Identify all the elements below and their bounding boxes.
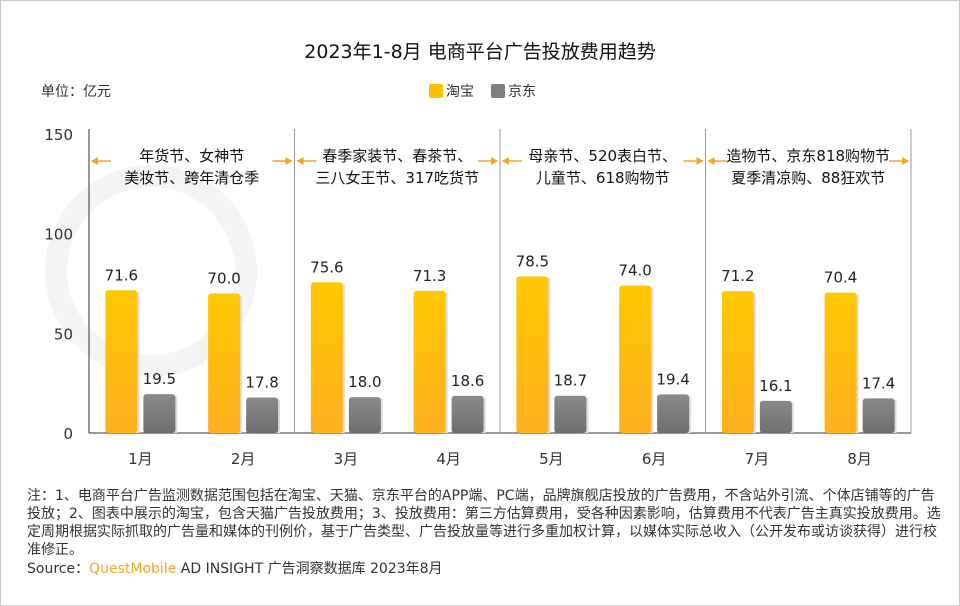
arrow-head: [707, 157, 715, 165]
data-label: 71.2: [721, 267, 754, 285]
x-tick-label: 6月: [642, 450, 667, 468]
bar-jd: [246, 397, 279, 433]
data-label: 19.4: [656, 370, 689, 388]
x-tick-label: 8月: [847, 450, 872, 468]
festival-annotation: 春季家装节、春茶节、: [322, 147, 472, 165]
data-label: 71.3: [413, 267, 446, 285]
data-label: 16.1: [759, 377, 792, 395]
bar-jd: [554, 395, 587, 433]
data-label: 17.4: [862, 374, 895, 392]
legend-swatch: [429, 84, 443, 98]
festival-annotation: 造物节、京东818购物节: [726, 147, 890, 165]
bar-taobao: [208, 293, 241, 433]
data-label: 18.0: [348, 373, 381, 391]
y-tick-label: 150: [44, 126, 73, 144]
watermark-logo: [45, 165, 257, 377]
bar-taobao: [413, 290, 446, 433]
arrow-head: [696, 157, 704, 165]
arrow-head: [91, 157, 98, 165]
footnote: 注：1、电商平台广告监测数据范围包括在淘宝、天猫、京东平台的APP端、PC端，品…: [27, 488, 941, 558]
footer: 注：1、电商平台广告监测数据范围包括在淘宝、天猫、京东平台的APP端、PC端，品…: [27, 487, 943, 578]
arrow-head: [296, 157, 304, 165]
source-line: Source：QuestMobile AD INSIGHT 广告洞察数据库 20…: [27, 560, 943, 578]
festival-annotation: 夏季清凉购、88狂欢节: [731, 169, 885, 187]
bar-jd: [348, 397, 381, 433]
bar-jd: [657, 394, 690, 433]
x-tick-label: 7月: [745, 450, 770, 468]
arrow-head: [502, 157, 509, 165]
data-label: 71.6: [105, 266, 138, 284]
bar-jd: [451, 395, 484, 433]
data-label: 17.8: [245, 374, 278, 392]
festival-annotation: 美妆节、跨年清仓季: [124, 169, 259, 187]
bar-taobao: [310, 282, 343, 433]
data-label: 18.7: [554, 372, 587, 390]
bar-jd: [143, 394, 176, 433]
data-label: 70.4: [824, 269, 857, 287]
bar-taobao: [824, 292, 857, 433]
y-tick-label: 50: [54, 325, 73, 343]
x-tick-label: 1月: [128, 450, 153, 468]
bar-taobao: [619, 285, 652, 433]
data-label: 19.5: [143, 370, 176, 388]
arrow-head: [491, 157, 498, 165]
data-label: 18.6: [451, 372, 484, 390]
legend-label: 淘宝: [446, 84, 474, 100]
bar-taobao: [516, 276, 549, 433]
legend-label: 京东: [508, 84, 536, 100]
bar-taobao: [105, 290, 138, 433]
x-tick-label: 2月: [231, 450, 256, 468]
chart-title: 2023年1-8月 电商平台广告投放费用趋势: [304, 41, 656, 63]
festival-annotation: 母亲节、520表白节、: [528, 147, 677, 165]
data-label: 75.6: [310, 258, 343, 276]
y-tick-label: 0: [63, 425, 73, 443]
legend-taobao: 淘宝: [429, 81, 474, 101]
festival-annotation: 儿童节、618购物节: [536, 169, 670, 187]
source-text: AD INSIGHT 广告洞察数据库 2023年8月: [176, 561, 443, 577]
source-brand: QuestMobile: [89, 561, 177, 577]
arrow-head: [285, 157, 293, 165]
legend-jd: 京东: [491, 81, 536, 101]
y-tick-label: 100: [44, 226, 73, 244]
source-label: Source：: [27, 561, 90, 577]
bar-jd: [759, 400, 792, 433]
x-tick-label: 5月: [539, 450, 564, 468]
x-tick-label: 3月: [334, 450, 359, 468]
unit-label: 单位：亿元: [41, 84, 111, 100]
data-label: 78.5: [516, 253, 549, 271]
legend-swatch: [491, 84, 505, 98]
data-label: 70.0: [207, 269, 240, 287]
festival-annotation: 三八女王节、317吃货节: [315, 169, 479, 187]
arrow-head: [902, 157, 909, 165]
festival-annotation: 年货节、女神节: [139, 147, 244, 165]
bar-jd: [862, 398, 895, 433]
x-tick-label: 4月: [436, 450, 461, 468]
bar-taobao: [721, 291, 754, 433]
data-label: 74.0: [618, 261, 651, 279]
